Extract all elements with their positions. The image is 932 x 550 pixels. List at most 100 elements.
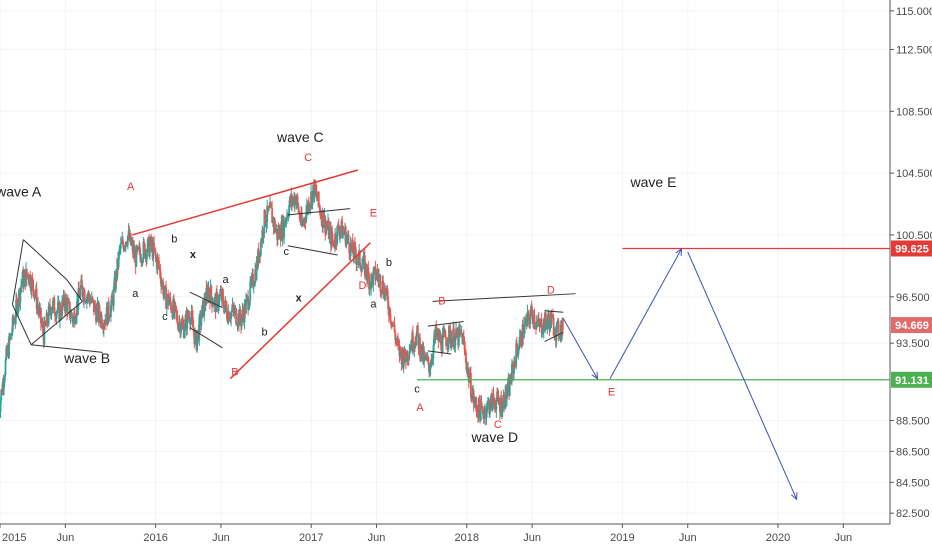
candle-body xyxy=(419,337,421,358)
candle-body xyxy=(349,243,352,257)
candle-body xyxy=(49,305,51,312)
wave-label: a xyxy=(132,288,139,300)
candle-body xyxy=(311,191,314,206)
candle-body xyxy=(544,312,547,323)
candle-body xyxy=(160,283,163,287)
x-tick-label: 2019 xyxy=(610,532,634,544)
candle-body xyxy=(448,326,451,330)
candle-body xyxy=(126,235,129,245)
pattern-line xyxy=(11,304,32,345)
candle-body xyxy=(269,202,272,205)
candle-body xyxy=(139,254,142,262)
candle-body xyxy=(271,208,274,224)
candle-body xyxy=(357,252,360,261)
candle-body xyxy=(286,214,288,221)
x-tick-label: Jun xyxy=(523,532,541,544)
candle-body xyxy=(431,359,433,361)
arrow-head xyxy=(790,492,798,501)
candle-body xyxy=(116,258,119,279)
candle-body xyxy=(119,248,121,250)
price-tags: 99.625 91.131 94.669 xyxy=(891,240,932,388)
wave-drawings xyxy=(11,169,890,501)
candle-body xyxy=(315,189,317,191)
candle-body xyxy=(225,300,228,308)
candle-body xyxy=(4,359,7,376)
candle-body xyxy=(233,309,236,314)
candle-body xyxy=(259,241,262,256)
candle-body xyxy=(501,411,503,416)
candle-body xyxy=(17,305,20,313)
candle-body xyxy=(407,358,410,360)
candle-body xyxy=(509,377,512,384)
candle-body xyxy=(374,266,377,280)
candle-body xyxy=(353,243,356,258)
candle-body xyxy=(550,314,553,325)
candle-body xyxy=(174,302,177,306)
candle-body xyxy=(441,335,444,354)
candle-body xyxy=(497,395,500,403)
candle-body xyxy=(529,315,532,325)
candle-body xyxy=(328,229,331,239)
candle-body xyxy=(474,398,477,405)
candle-body xyxy=(288,205,291,217)
candle-body xyxy=(331,231,334,241)
candle-body xyxy=(354,246,357,257)
candle-body xyxy=(346,237,349,239)
candle-body xyxy=(478,398,481,410)
candle-body xyxy=(100,314,103,327)
candle-body xyxy=(362,255,365,264)
candle-body xyxy=(527,311,530,314)
candle-body xyxy=(230,310,233,312)
candle-body xyxy=(373,268,375,272)
candle-body xyxy=(444,331,447,339)
candle-body xyxy=(63,294,66,307)
wave-label: wave A xyxy=(0,183,42,199)
candle-body xyxy=(255,260,258,280)
candle-body xyxy=(124,246,126,248)
candle-body xyxy=(314,180,317,190)
x-tick-label: Jun xyxy=(834,532,852,544)
candle-body xyxy=(211,296,213,307)
candle-body xyxy=(173,302,176,312)
candle-body xyxy=(416,325,419,335)
candle-body xyxy=(154,250,157,256)
x-tick-label: 2015 xyxy=(2,532,26,544)
candle-body xyxy=(341,230,344,239)
candle-body xyxy=(124,242,127,248)
candle-body xyxy=(189,317,192,325)
candle-body xyxy=(88,292,90,299)
candle-body xyxy=(536,322,539,324)
candle-body xyxy=(479,401,482,421)
candle-body xyxy=(308,207,311,211)
candle-body xyxy=(156,258,159,269)
price-tag-label: 99.625 xyxy=(895,243,929,255)
candle-body xyxy=(503,407,506,409)
candle-body xyxy=(12,317,15,324)
candle-body xyxy=(492,393,495,402)
candle-body xyxy=(305,212,307,223)
wave-label: E xyxy=(608,387,615,399)
candle-body xyxy=(167,301,170,306)
candle-body xyxy=(103,324,106,326)
candle-body xyxy=(200,318,203,326)
candle-body xyxy=(208,288,211,294)
y-tick-label: 93.500 xyxy=(896,338,930,350)
candle-body xyxy=(399,347,402,354)
candle-body xyxy=(390,320,392,323)
candle-body xyxy=(402,362,405,368)
candle-body xyxy=(465,362,468,372)
candle-body xyxy=(148,244,151,257)
candle-body xyxy=(508,377,511,396)
wave-label: wave B xyxy=(63,350,110,366)
candle-body xyxy=(152,242,155,259)
candle-body xyxy=(320,215,322,217)
candle-body xyxy=(264,225,267,227)
candle-body xyxy=(386,288,389,297)
x-tick-label: Jun xyxy=(56,532,74,544)
candle-body xyxy=(142,241,145,260)
candle-body xyxy=(540,319,543,334)
candle-body xyxy=(50,310,53,316)
candle-body xyxy=(10,332,13,336)
wave-label: C xyxy=(494,419,502,431)
candle-body xyxy=(460,329,462,334)
